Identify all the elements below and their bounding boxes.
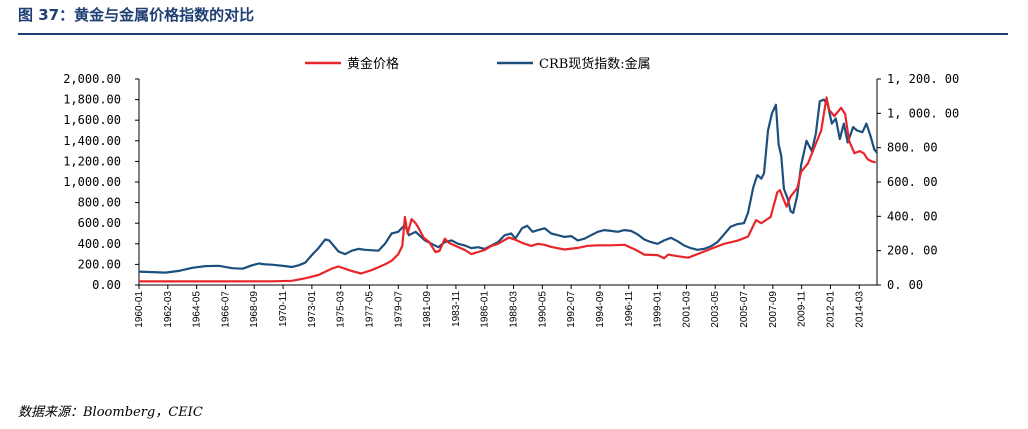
right-tick-label: 600. 00: [887, 175, 938, 189]
x-tick-label: 1981-09: [422, 291, 433, 328]
x-tick-label: 1973-01: [307, 291, 318, 328]
right-tick-label: 0. 00: [887, 278, 923, 292]
legend-gold-label: 黄金价格: [347, 56, 399, 72]
legend-crb-label: CRB现货指数:金属: [539, 56, 651, 72]
left-tick-label: 2,000.00: [63, 72, 121, 86]
right-tick-label: 1, 200. 00: [887, 72, 959, 86]
left-tick-label: 1,800.00: [63, 93, 121, 107]
x-tick-label: 2005-07: [739, 291, 750, 328]
left-tick-label: 1,000.00: [63, 175, 121, 189]
right-axis: 0. 00 200. 00 400. 00 600. 00 800. 00 1, 000.…: [876, 72, 959, 292]
left-tick-label: 1,400.00: [63, 134, 121, 148]
x-tick-label: 2014-03: [854, 291, 865, 328]
x-axis: 1960-01 1962-03 1964-05 1966-07 1968-09 1970-…: [134, 284, 877, 328]
figure-title: 图 37：黄金与金属价格指数的对比: [18, 6, 255, 24]
x-tick-label: 2007-09: [768, 291, 779, 328]
right-tick-label: 1, 000. 00: [887, 106, 959, 120]
right-tick-label: 200. 00: [887, 244, 938, 258]
legend: 黄金价格 CRB现货指数:金属: [305, 56, 651, 72]
x-tick-label: 1994-09: [595, 291, 606, 328]
x-tick-label: 2009-11: [797, 291, 808, 327]
x-tick-label: 1983-11: [451, 291, 462, 327]
x-tick-label: 2003-05: [710, 291, 721, 328]
x-tick-label: 1996-11: [624, 291, 635, 327]
source-note: 数据来源：Bloomberg，CEIC: [18, 405, 203, 420]
x-tick-label: 1966-07: [220, 291, 231, 328]
x-tick-label: 1960-01: [134, 291, 145, 328]
left-tick-label: 1,600.00: [63, 113, 121, 127]
left-tick-label: 200.00: [78, 257, 121, 271]
x-tick-label: 1970-11: [278, 291, 289, 327]
left-tick-label: 800.00: [78, 196, 121, 210]
x-tick-label: 1962-03: [163, 291, 174, 328]
x-tick-label: 1992-07: [566, 291, 577, 328]
left-tick-label: 400.00: [78, 237, 121, 251]
left-tick-label: 600.00: [78, 216, 121, 230]
right-tick-label: 800. 00: [887, 141, 938, 155]
x-tick-label: 1999-01: [653, 291, 664, 328]
right-tick-label: 400. 00: [887, 209, 938, 223]
series-lines: [138, 96, 878, 283]
crb-metals-line: [138, 98, 878, 274]
x-tick-label: 1979-07: [393, 291, 404, 328]
chart: 0.00 200.00 400.00 600.00 800.00 1,000.00 1,20…: [63, 56, 959, 328]
x-tick-label: 1975-03: [336, 291, 347, 328]
gold-price-line: [139, 96, 876, 283]
x-tick-label: 2001-03: [681, 291, 692, 328]
x-tick-label: 1986-01: [480, 291, 491, 328]
x-tick-label: 1988-03: [509, 291, 520, 328]
x-tick-label: 1977-05: [364, 291, 375, 328]
left-tick-label: 0.00: [92, 278, 121, 292]
x-tick-label: 2012-01: [825, 291, 836, 328]
x-tick-label: 1968-09: [249, 291, 260, 328]
x-tick-label: 1964-05: [192, 291, 203, 328]
left-axis: 0.00 200.00 400.00 600.00 800.00 1,000.00 1,20…: [63, 72, 140, 292]
x-tick-label: 1990-05: [537, 291, 548, 328]
title-rule: [18, 33, 1008, 35]
left-tick-label: 1,200.00: [63, 154, 121, 168]
